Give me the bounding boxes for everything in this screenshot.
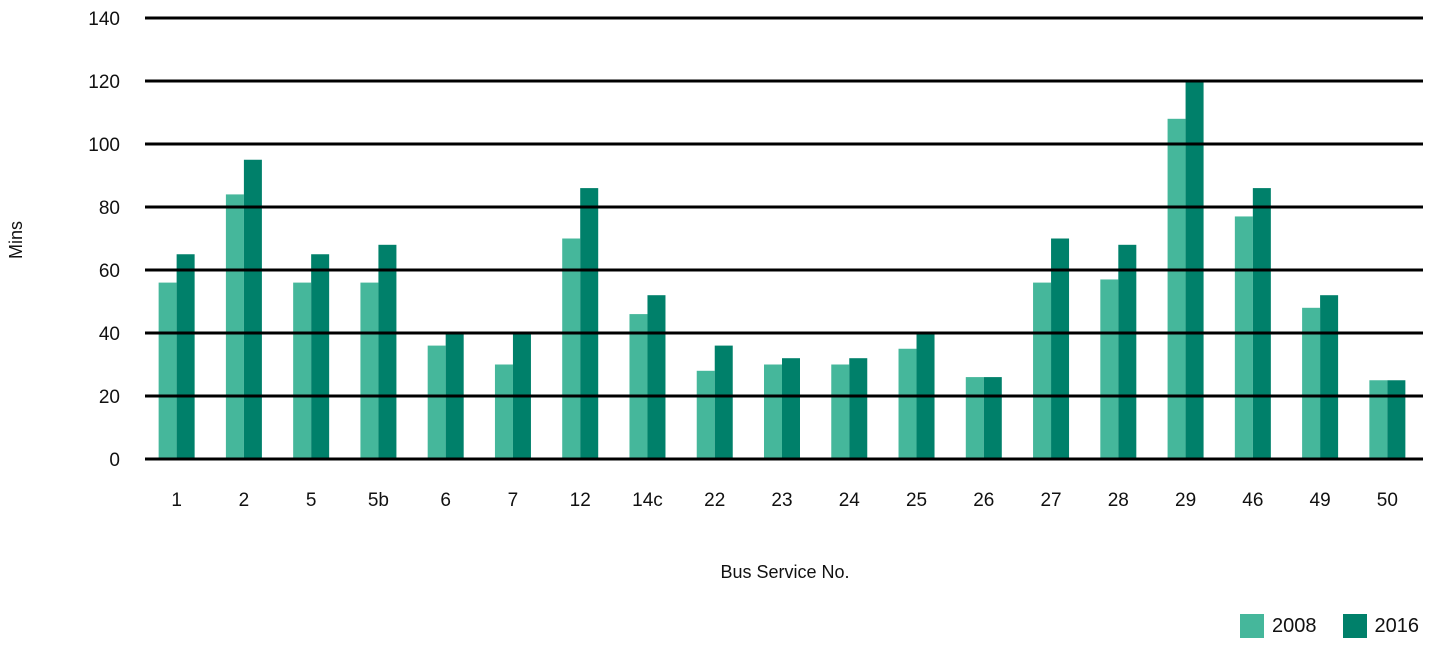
bar-2008-25 — [898, 348, 917, 459]
bar-2008-26 — [965, 377, 984, 459]
bar-2008-14c — [629, 314, 648, 459]
legend-label-2008: 2008 — [1272, 614, 1317, 637]
x-tick-label: 29 — [1175, 490, 1196, 511]
x-tick-label: 24 — [839, 490, 861, 511]
bar-2016-2 — [243, 159, 262, 459]
bar-2008-49 — [1302, 307, 1321, 459]
x-tick-label: 49 — [1310, 490, 1331, 511]
y-axis-title: Mins — [6, 221, 26, 259]
bar-2016-5b — [378, 244, 397, 459]
bar-2016-46 — [1252, 188, 1271, 459]
x-tick-label: 26 — [973, 490, 994, 511]
bar-2016-50 — [1387, 380, 1406, 459]
y-tick-label: 60 — [99, 261, 120, 282]
bar-2016-5 — [311, 254, 330, 459]
legend: 2008 2016 — [1214, 614, 1419, 638]
bar-2016-27 — [1051, 238, 1070, 459]
x-tick-label: 28 — [1108, 490, 1129, 511]
y-tick-label: 40 — [99, 324, 120, 345]
bar-2008-46 — [1234, 216, 1253, 459]
bar-2008-24 — [831, 364, 850, 459]
y-tick-labels: 0 20 40 60 80 100 120 140 — [88, 9, 120, 471]
x-tick-label: 1 — [171, 490, 182, 511]
x-tick-label: 6 — [440, 490, 451, 511]
x-tick-label: 50 — [1377, 490, 1398, 511]
x-tick-label: 27 — [1040, 490, 1061, 511]
bar-2016-1 — [176, 254, 195, 459]
bar-2008-27 — [1033, 282, 1052, 459]
bar-2016-12 — [580, 188, 599, 459]
bar-2016-28 — [1118, 244, 1137, 459]
bar-2008-22 — [696, 370, 715, 459]
bar-2016-26 — [983, 377, 1002, 459]
legend-item-2016: 2016 — [1342, 614, 1420, 638]
bar-2008-50 — [1369, 380, 1388, 459]
legend-swatch-2008 — [1240, 614, 1264, 638]
legend-item-2008: 2008 — [1240, 614, 1317, 638]
x-tick-label: 14c — [632, 490, 663, 511]
x-tick-label: 2 — [239, 490, 250, 511]
bar-2008-29 — [1167, 118, 1186, 460]
y-tick-label: 80 — [99, 198, 120, 219]
bar-2008-5 — [293, 282, 312, 459]
y-tick-label: 140 — [88, 9, 120, 30]
gridlines-overlay — [145, 16, 1423, 461]
bar-2016-24 — [849, 358, 868, 459]
bar-2008-1 — [158, 282, 177, 459]
legend-swatch-2016 — [1342, 614, 1367, 638]
bar-2008-7 — [494, 364, 513, 459]
bars — [158, 81, 1406, 460]
x-tick-label: 12 — [570, 490, 591, 511]
x-tick-label: 5 — [306, 490, 317, 511]
y-tick-label: 120 — [88, 72, 120, 93]
bar-2016-23 — [782, 358, 800, 459]
x-tick-label: 46 — [1242, 490, 1263, 511]
x-tick-label: 22 — [704, 490, 725, 511]
legend-label-2016: 2016 — [1374, 614, 1420, 637]
bar-2008-12 — [562, 238, 581, 459]
x-tick-label: 23 — [771, 490, 792, 511]
bar-2016-22 — [714, 345, 733, 459]
bar-2008-5b — [360, 282, 379, 459]
bar-2008-28 — [1100, 279, 1119, 459]
bar-2016-14c — [647, 295, 666, 459]
y-tick-label: 100 — [88, 135, 120, 156]
x-tick-label: 25 — [906, 490, 927, 511]
y-tick-label: 0 — [109, 450, 120, 471]
bar-2008-6 — [427, 345, 446, 459]
x-tick-labels: 1 2 5 5b 6 7 12 14c 22 23 24 25 26 27 28 29 46 49 50 — [171, 490, 1398, 511]
bar-2016-49 — [1320, 295, 1339, 459]
bar-2008-2 — [225, 194, 244, 459]
x-tick-label: 5b — [368, 490, 389, 511]
x-axis-title: Bus Service No. — [720, 562, 849, 582]
bar-2008-23 — [764, 364, 782, 459]
y-tick-label: 20 — [99, 387, 120, 408]
x-tick-label: 7 — [508, 490, 519, 511]
